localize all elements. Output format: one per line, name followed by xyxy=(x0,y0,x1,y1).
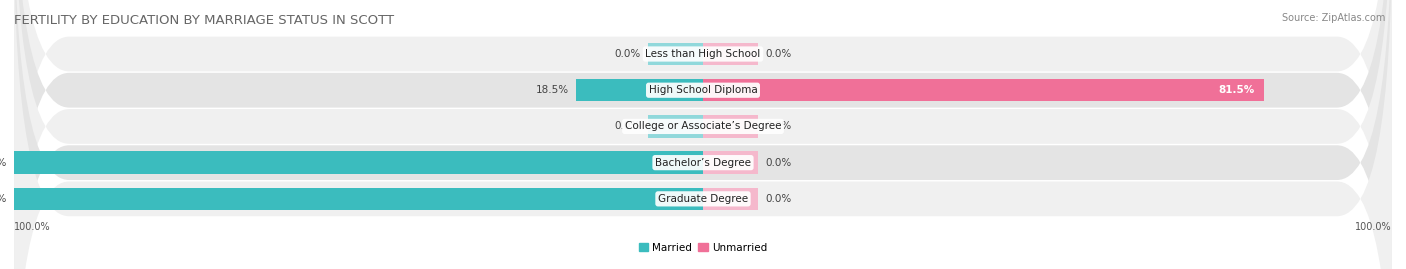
FancyBboxPatch shape xyxy=(14,0,1392,269)
Bar xyxy=(648,115,703,138)
Text: High School Diploma: High School Diploma xyxy=(648,85,758,95)
Bar xyxy=(703,188,758,210)
Text: Less than High School: Less than High School xyxy=(645,49,761,59)
Text: Source: ZipAtlas.com: Source: ZipAtlas.com xyxy=(1281,13,1385,23)
Bar xyxy=(575,79,703,101)
Text: 0.0%: 0.0% xyxy=(765,158,792,168)
Bar xyxy=(703,79,1264,101)
Text: 0.0%: 0.0% xyxy=(765,49,792,59)
Text: 18.5%: 18.5% xyxy=(536,85,568,95)
Text: 81.5%: 81.5% xyxy=(1218,85,1254,95)
Text: College or Associate’s Degree: College or Associate’s Degree xyxy=(624,121,782,132)
Bar xyxy=(703,43,758,65)
Text: 100.0%: 100.0% xyxy=(0,194,7,204)
Text: 100.0%: 100.0% xyxy=(0,158,7,168)
Text: 0.0%: 0.0% xyxy=(765,121,792,132)
Text: 100.0%: 100.0% xyxy=(1355,222,1392,232)
Text: Bachelor’s Degree: Bachelor’s Degree xyxy=(655,158,751,168)
Text: 0.0%: 0.0% xyxy=(614,49,641,59)
FancyBboxPatch shape xyxy=(14,0,1392,269)
Bar xyxy=(703,151,758,174)
Legend: Married, Unmarried: Married, Unmarried xyxy=(634,238,772,257)
FancyBboxPatch shape xyxy=(14,0,1392,269)
Bar xyxy=(648,43,703,65)
Text: 100.0%: 100.0% xyxy=(14,222,51,232)
Text: 0.0%: 0.0% xyxy=(614,121,641,132)
Text: 0.0%: 0.0% xyxy=(765,194,792,204)
FancyBboxPatch shape xyxy=(14,0,1392,269)
Bar xyxy=(14,151,703,174)
Bar xyxy=(703,115,758,138)
Text: Graduate Degree: Graduate Degree xyxy=(658,194,748,204)
Text: FERTILITY BY EDUCATION BY MARRIAGE STATUS IN SCOTT: FERTILITY BY EDUCATION BY MARRIAGE STATU… xyxy=(14,14,394,27)
FancyBboxPatch shape xyxy=(14,0,1392,269)
Bar xyxy=(14,188,703,210)
